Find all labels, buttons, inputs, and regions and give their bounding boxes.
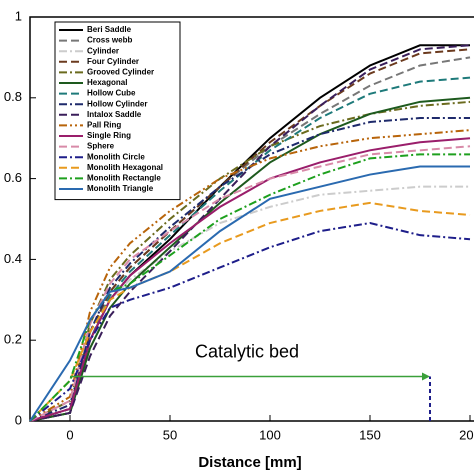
x-tick-label: 50 bbox=[163, 427, 177, 442]
series-line bbox=[29, 145, 471, 422]
series-line bbox=[29, 153, 470, 422]
legend-label: Four Cylinder bbox=[87, 57, 139, 66]
arrow-head bbox=[422, 372, 430, 381]
y-tick-label: 0.2 bbox=[4, 332, 22, 347]
legend-label: Sphere bbox=[87, 142, 115, 151]
series-line bbox=[29, 201, 471, 422]
series-line bbox=[29, 185, 470, 422]
y-tick-label: 1 bbox=[15, 8, 22, 23]
x-tick-label: 200 bbox=[459, 427, 474, 442]
legend-label: Monolith Hexagonal bbox=[87, 163, 163, 172]
series-line bbox=[29, 56, 471, 422]
y-tick-label: 0.6 bbox=[4, 170, 22, 185]
legend-label: Cross webb bbox=[87, 36, 132, 45]
y-tick-label: 0 bbox=[15, 412, 22, 427]
x-tick-label: 100 bbox=[259, 427, 281, 442]
legend-label: Single Ring bbox=[87, 131, 131, 140]
legend-label: Monolith Triangle bbox=[87, 184, 154, 193]
legend-label: Hexagonal bbox=[87, 78, 127, 87]
series-line bbox=[29, 165, 470, 422]
legend-label: Pall Ring bbox=[87, 121, 121, 130]
y-tick-label: 0.8 bbox=[4, 89, 22, 104]
x-tick-label: 150 bbox=[359, 427, 381, 442]
legend-label: Monolith Rectangle bbox=[87, 174, 161, 183]
series-line bbox=[29, 100, 471, 422]
legend-label: Grooved Cylinder bbox=[87, 68, 154, 77]
plot-frame bbox=[29, 16, 474, 422]
annotation-text: Catalytic bed bbox=[195, 341, 299, 361]
legend-label: Hollow Cylinder bbox=[87, 99, 147, 108]
legend-label: Cylinder bbox=[87, 46, 119, 55]
legend-label: Intalox Saddle bbox=[87, 110, 142, 119]
legend-label: Hollow Cube bbox=[87, 89, 136, 98]
x-axis-label: Distance [mm] bbox=[198, 454, 301, 471]
legend-label: Monolith Circle bbox=[87, 152, 145, 161]
series-line bbox=[29, 137, 471, 422]
x-tick-label: 0 bbox=[66, 427, 73, 442]
y-tick-label: 0.4 bbox=[4, 251, 22, 266]
legend-label: Beri Saddle bbox=[87, 25, 132, 34]
series-line bbox=[29, 117, 470, 422]
series-line bbox=[29, 129, 471, 422]
